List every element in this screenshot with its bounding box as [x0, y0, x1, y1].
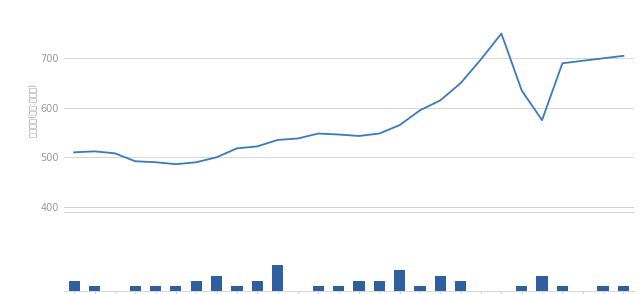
Y-axis label: 거래금액(단위:백만원): 거래금액(단위:백만원) — [28, 83, 36, 137]
Bar — [191, 281, 202, 291]
Bar — [353, 281, 365, 291]
Bar — [536, 275, 548, 291]
Bar — [231, 286, 243, 291]
Bar — [618, 286, 629, 291]
Bar — [211, 275, 222, 291]
Bar — [374, 281, 385, 291]
Bar — [252, 281, 263, 291]
Bar — [455, 281, 467, 291]
Bar — [598, 286, 609, 291]
Bar — [68, 281, 80, 291]
Bar — [415, 286, 426, 291]
Bar — [130, 286, 141, 291]
Bar — [333, 286, 344, 291]
Bar — [394, 270, 405, 291]
Bar — [557, 286, 568, 291]
Bar — [272, 265, 283, 291]
Bar — [150, 286, 161, 291]
Bar — [313, 286, 324, 291]
Bar — [89, 286, 100, 291]
Bar — [435, 275, 446, 291]
Bar — [170, 286, 182, 291]
Bar — [516, 286, 527, 291]
